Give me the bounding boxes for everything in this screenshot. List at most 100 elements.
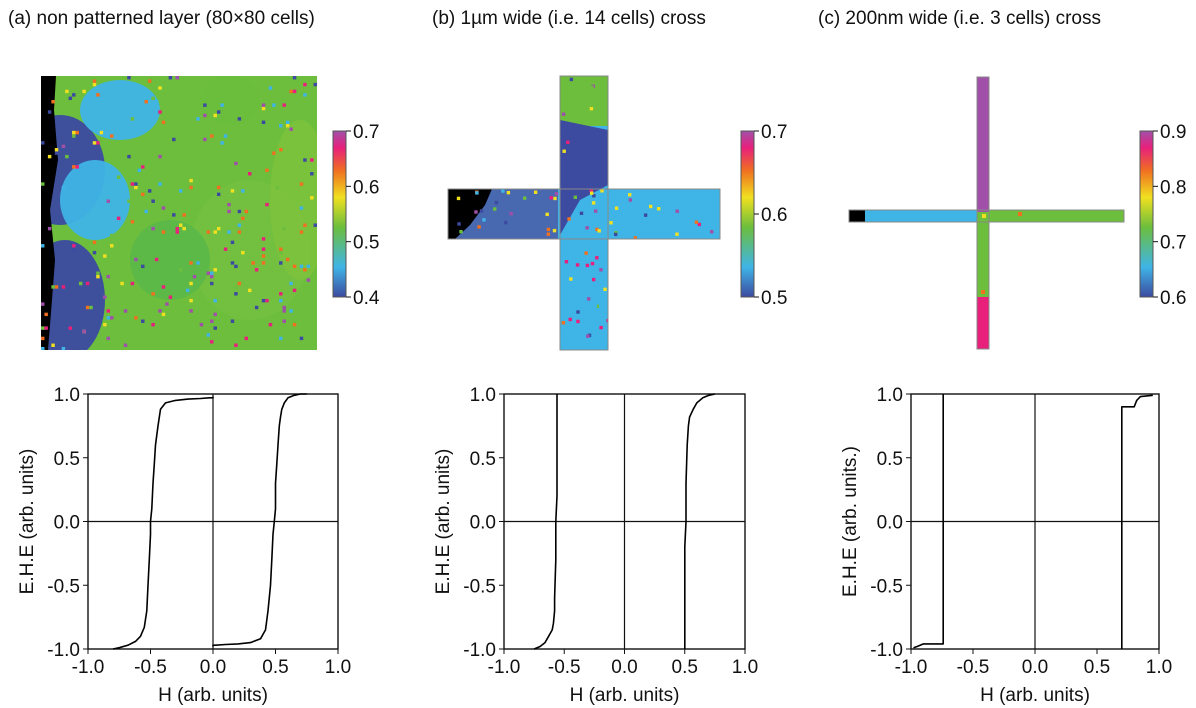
map-b-cell — [576, 319, 580, 324]
map-a-cell — [72, 244, 76, 248]
y-tick-label: -1.0 — [870, 640, 903, 661]
map-a-cell — [192, 113, 197, 118]
map-b-cell — [567, 217, 571, 221]
colorbar-tick-label: 0.7 — [1160, 233, 1186, 254]
map-b-cell — [569, 77, 574, 82]
map-a-cell — [282, 305, 286, 310]
map-b-cell — [694, 220, 699, 224]
y-tick-label: -0.5 — [47, 576, 80, 597]
map-b-domain — [560, 120, 608, 235]
map-a-cell — [248, 172, 252, 176]
map-a-cell — [261, 103, 266, 107]
map-a-cell — [241, 189, 245, 193]
map-a-cell — [172, 213, 176, 217]
hysteresis-branch-2 — [112, 396, 214, 650]
map-c-outline — [976, 76, 990, 350]
map-a-cell — [192, 199, 197, 203]
map-a-cell — [279, 250, 283, 255]
map-a-cell — [92, 79, 97, 83]
map-a-cell — [261, 120, 266, 125]
map-a-cell — [199, 340, 204, 344]
map-a-cell — [96, 274, 100, 279]
map-b-cell — [586, 297, 591, 301]
map-a-cell — [313, 82, 317, 87]
map-a-cell — [47, 110, 52, 114]
y-tick-label: -0.5 — [463, 576, 496, 597]
map-a-cell — [47, 154, 52, 159]
map-a-cell — [154, 100, 159, 104]
colorbar-tick-label: 0.7 — [761, 122, 787, 143]
map-a-edge — [41, 76, 58, 350]
map-b-cell — [633, 236, 637, 240]
map-a-cell — [141, 161, 145, 166]
colorbar-tick-label: 0.5 — [761, 288, 787, 309]
map-a-cell — [216, 192, 221, 197]
y-axis-label: E.H.E (arb. units.) — [840, 446, 861, 597]
map-a-cell — [120, 281, 124, 286]
map-a-cell — [175, 76, 179, 80]
y-tick-label: 0.0 — [470, 513, 496, 534]
map-a-cell — [72, 134, 76, 138]
map-a-cell — [161, 230, 166, 234]
map-b-edge — [448, 189, 492, 239]
map-a-cell — [92, 141, 97, 145]
map-a-cell — [72, 165, 76, 169]
map-b-outline — [447, 188, 721, 240]
map-b-cell — [579, 211, 584, 216]
map-a-cell — [41, 141, 45, 145]
map-b-cell — [597, 229, 601, 233]
map-a-cell — [237, 281, 242, 286]
map-a-cell — [272, 151, 276, 155]
map-a-cell — [137, 168, 142, 173]
map-b-cell — [493, 207, 497, 211]
map-a-cell — [54, 285, 59, 289]
map-b-cell — [576, 310, 580, 314]
map-b-cell — [457, 222, 461, 226]
x-tick-label: 1.0 — [325, 657, 351, 678]
map-b-cell — [560, 325, 565, 329]
map-a-cell — [254, 305, 259, 310]
colorbar-tick-label: 0.4 — [353, 288, 380, 309]
map-a-cell — [261, 254, 266, 258]
x-tick-label: -0.5 — [548, 657, 581, 678]
map-a-cell — [285, 120, 290, 125]
map-a-cell — [85, 281, 90, 286]
map-a-cell — [282, 226, 286, 231]
map-a-cell — [237, 223, 242, 227]
map-b-cell — [657, 207, 661, 211]
map-b-cell — [533, 190, 538, 194]
map-a-cell — [158, 154, 162, 159]
panel-title-c: (c) 200nm wide (i.e. 3 cells) cross — [818, 8, 1101, 29]
map-b-cell — [552, 228, 557, 233]
map-b-cell — [545, 212, 549, 217]
map-b-cell — [546, 232, 551, 236]
map-a-cell — [210, 271, 214, 275]
map-a-cell — [272, 148, 276, 152]
hysteresis-plot-c: -1.0 -0.5 0.0 0.5 1.0 1.0 0.5 0.0 -0.5 -1.0 H (arb… — [840, 385, 1172, 706]
map-b-cell — [549, 196, 553, 200]
map-a-cell — [299, 182, 304, 186]
map-a-cell — [82, 329, 86, 334]
map-a-cell — [230, 240, 235, 245]
map-a-cell — [234, 292, 238, 296]
map-b-cell — [586, 334, 590, 338]
map-a-cell — [179, 189, 183, 193]
map-a-cell — [41, 182, 45, 186]
map-a-cell — [196, 117, 200, 121]
map-b-cell — [566, 140, 570, 145]
map-a-cell — [144, 209, 148, 214]
map-a-cell — [292, 288, 297, 293]
map-a-cell — [216, 110, 221, 114]
map-a-cell — [72, 130, 76, 135]
map-b-cell — [509, 211, 513, 216]
map-a-cell — [99, 130, 104, 135]
map-a-cell — [189, 281, 193, 286]
map-a-cell — [189, 298, 193, 303]
map-a-cell — [292, 322, 297, 327]
map-a-cell — [165, 302, 169, 306]
map-b-cell — [643, 213, 648, 217]
map-a-cell — [244, 209, 248, 214]
map-b-cell — [577, 178, 582, 182]
map-b-cell — [504, 220, 508, 225]
